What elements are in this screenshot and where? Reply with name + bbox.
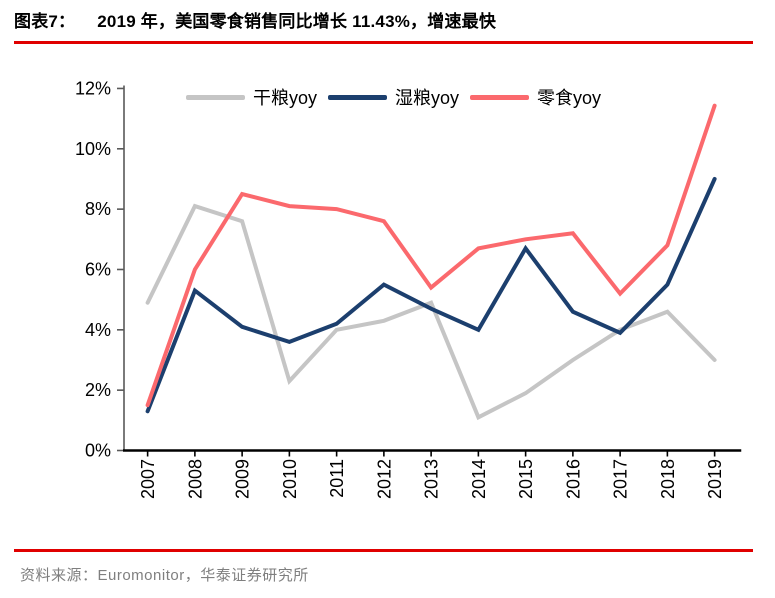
y-tick-label: 6% (85, 259, 111, 279)
y-tick-label: 8% (85, 199, 111, 219)
y-tick-label: 2% (85, 380, 111, 400)
x-tick-label: 2013 (422, 459, 442, 499)
legend-line-swatch (186, 94, 245, 100)
x-tick-label: 2016 (563, 459, 583, 499)
legend-line-swatch (328, 94, 388, 100)
series-line-1 (145, 203, 717, 421)
series-line-3 (145, 103, 717, 408)
x-tick-label: 2017 (611, 459, 631, 499)
source-note: 资料来源：Euromonitor，华泰证券研究所 (20, 567, 309, 584)
legend-line-swatch (470, 94, 530, 100)
y-tick-label: 12% (75, 78, 111, 98)
x-tick-label: 2009 (233, 459, 253, 499)
figure-number-label: 图表7： (14, 12, 76, 31)
x-tick-label: 2014 (469, 459, 489, 499)
x-tick-label: 2007 (138, 459, 158, 499)
x-tick-label: 2019 (705, 459, 725, 499)
x-tick-label: 2010 (280, 459, 300, 499)
x-tick-label: 2018 (658, 459, 678, 499)
title-divider-rule (14, 41, 753, 44)
legend-item-2: 湿粮yoy (328, 84, 459, 110)
x-tick-label: 2011 (327, 459, 347, 498)
x-tick-label: 2008 (185, 459, 205, 499)
legend-label: 零食yoy (537, 88, 602, 108)
chart-legend: 干粮yoy 湿粮yoy 零食yoy (186, 84, 601, 110)
y-tick-label: 4% (85, 320, 111, 340)
legend-item-1: 干粮yoy (186, 84, 317, 110)
y-tick-label: 10% (75, 139, 111, 159)
x-tick-label: 2015 (516, 459, 536, 499)
legend-label: 干粮yoy (253, 88, 318, 108)
y-tick-label: 0% (85, 441, 111, 461)
legend-label: 湿粮yoy (395, 88, 460, 108)
x-tick-label: 2012 (374, 459, 394, 499)
figure-title-text: 2019 年，美国零食销售同比增长 11.43%，增速最快 (97, 12, 497, 31)
footer-divider-rule (14, 549, 753, 552)
series-line-2 (145, 177, 717, 414)
figure-title: 图表7： 2019 年，美国零食销售同比增长 11.43%，增速最快 (14, 7, 761, 32)
line-chart: 0% 2% 4% 6% 8% 10% 12% 2007 2008 2009 2010 2011 2012… (75, 78, 742, 499)
legend-item-3: 零食yoy (470, 84, 601, 110)
